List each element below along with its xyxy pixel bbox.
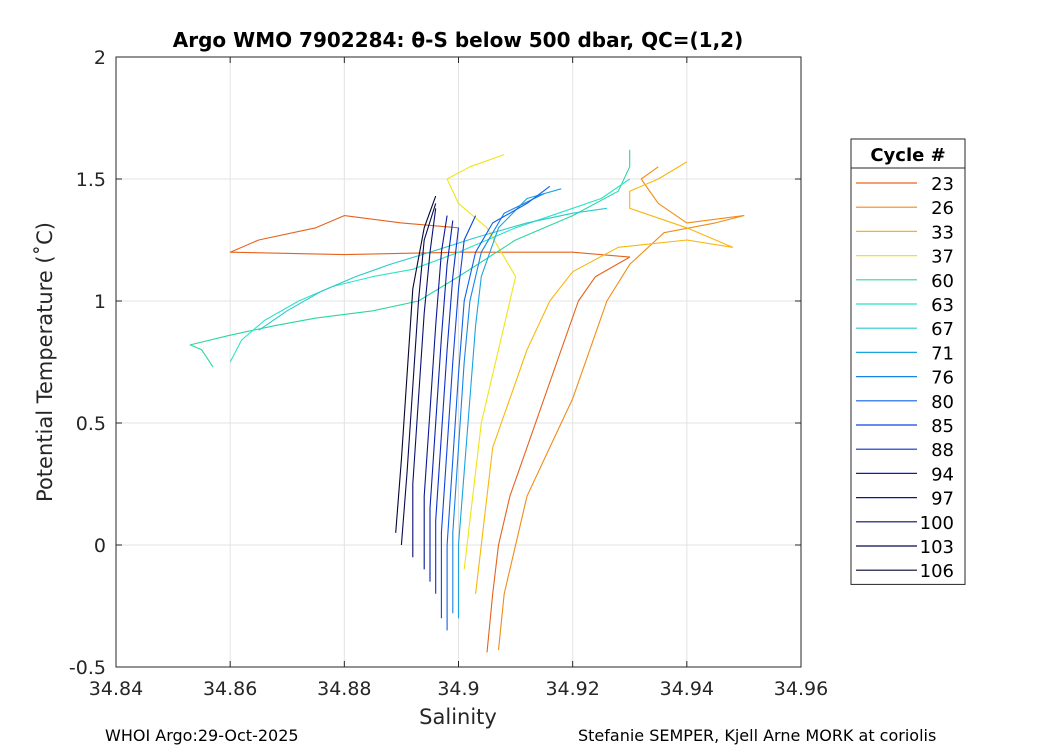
y-tick-label: 2 bbox=[94, 47, 106, 69]
legend-label-60: 60 bbox=[931, 271, 954, 292]
x-tick-label: 34.86 bbox=[203, 678, 257, 700]
legend-label-33: 33 bbox=[931, 222, 954, 243]
x-tick-label: 34.84 bbox=[89, 678, 143, 700]
chart-title: Argo WMO 7902284: θ-S below 500 dbar, QC… bbox=[173, 28, 743, 52]
x-tick-label: 34.96 bbox=[774, 678, 828, 700]
x-tick-label: 34.92 bbox=[545, 678, 599, 700]
footer-right: Stefanie SEMPER, Kjell Arne MORK at cori… bbox=[578, 726, 936, 745]
series-line-88 bbox=[435, 227, 460, 594]
series-line-60 bbox=[189, 149, 631, 368]
y-tick-label: 0.5 bbox=[76, 413, 106, 435]
legend-label-94: 94 bbox=[931, 464, 954, 485]
legend-label-100: 100 bbox=[920, 513, 954, 534]
series-line-67 bbox=[258, 207, 607, 331]
legend-label-63: 63 bbox=[931, 295, 954, 316]
series-line-94 bbox=[429, 220, 454, 582]
y-axis: -0.5 0 0.5 1 1.5 2 bbox=[69, 47, 801, 679]
x-tick-label: 34.9 bbox=[437, 678, 479, 700]
y-tick-label: 0 bbox=[94, 535, 106, 557]
series-line-26 bbox=[497, 166, 745, 650]
legend-label-97: 97 bbox=[931, 489, 954, 510]
legend-title: Cycle # bbox=[870, 145, 945, 166]
series-line-103 bbox=[400, 203, 437, 546]
legend-label-85: 85 bbox=[931, 416, 954, 437]
legend: Cycle # 23 26 33 37 60 63 67 71 76 80 85 88 94 97 100 10… bbox=[850, 138, 966, 585]
series-line-106 bbox=[395, 195, 437, 533]
series-line-85 bbox=[440, 215, 477, 619]
series-line-37 bbox=[446, 154, 517, 570]
footer-left: WHOI Argo:29-Oct-2025 bbox=[105, 726, 299, 745]
legend-label-37: 37 bbox=[931, 247, 954, 268]
series-line-71 bbox=[457, 188, 562, 619]
legend-label-103: 103 bbox=[920, 537, 954, 558]
legend-box bbox=[850, 138, 966, 585]
legend-label-80: 80 bbox=[931, 392, 954, 413]
x-tick-label: 34.88 bbox=[317, 678, 371, 700]
plot-area bbox=[189, 149, 745, 653]
legend-label-106: 106 bbox=[920, 561, 954, 582]
x-tick-label: 34.94 bbox=[660, 678, 714, 700]
x-axis-label: Salinity bbox=[419, 705, 497, 729]
series-line-76 bbox=[452, 193, 545, 614]
y-tick-label: 1.5 bbox=[76, 169, 106, 191]
series-line-97 bbox=[423, 215, 448, 570]
legend-label-88: 88 bbox=[931, 440, 954, 461]
x-axis: 34.84 34.86 34.88 34.9 34.92 34.94 34.96 bbox=[89, 57, 828, 700]
y-tick-label: 1 bbox=[94, 291, 106, 313]
legend-label-67: 67 bbox=[931, 319, 954, 340]
series-line-33 bbox=[475, 161, 734, 594]
legend-label-76: 76 bbox=[931, 368, 954, 389]
y-tick-label: -0.5 bbox=[69, 657, 106, 679]
series-line-23 bbox=[229, 215, 631, 653]
y-axis-label: Potential Temperature (˚C) bbox=[33, 222, 57, 502]
legend-label-26: 26 bbox=[931, 198, 954, 219]
series-line-63 bbox=[229, 178, 631, 363]
series-line-100 bbox=[412, 208, 437, 558]
legend-label-23: 23 bbox=[931, 174, 954, 195]
series-line-80 bbox=[446, 185, 551, 631]
legend-label-71: 71 bbox=[931, 343, 954, 364]
